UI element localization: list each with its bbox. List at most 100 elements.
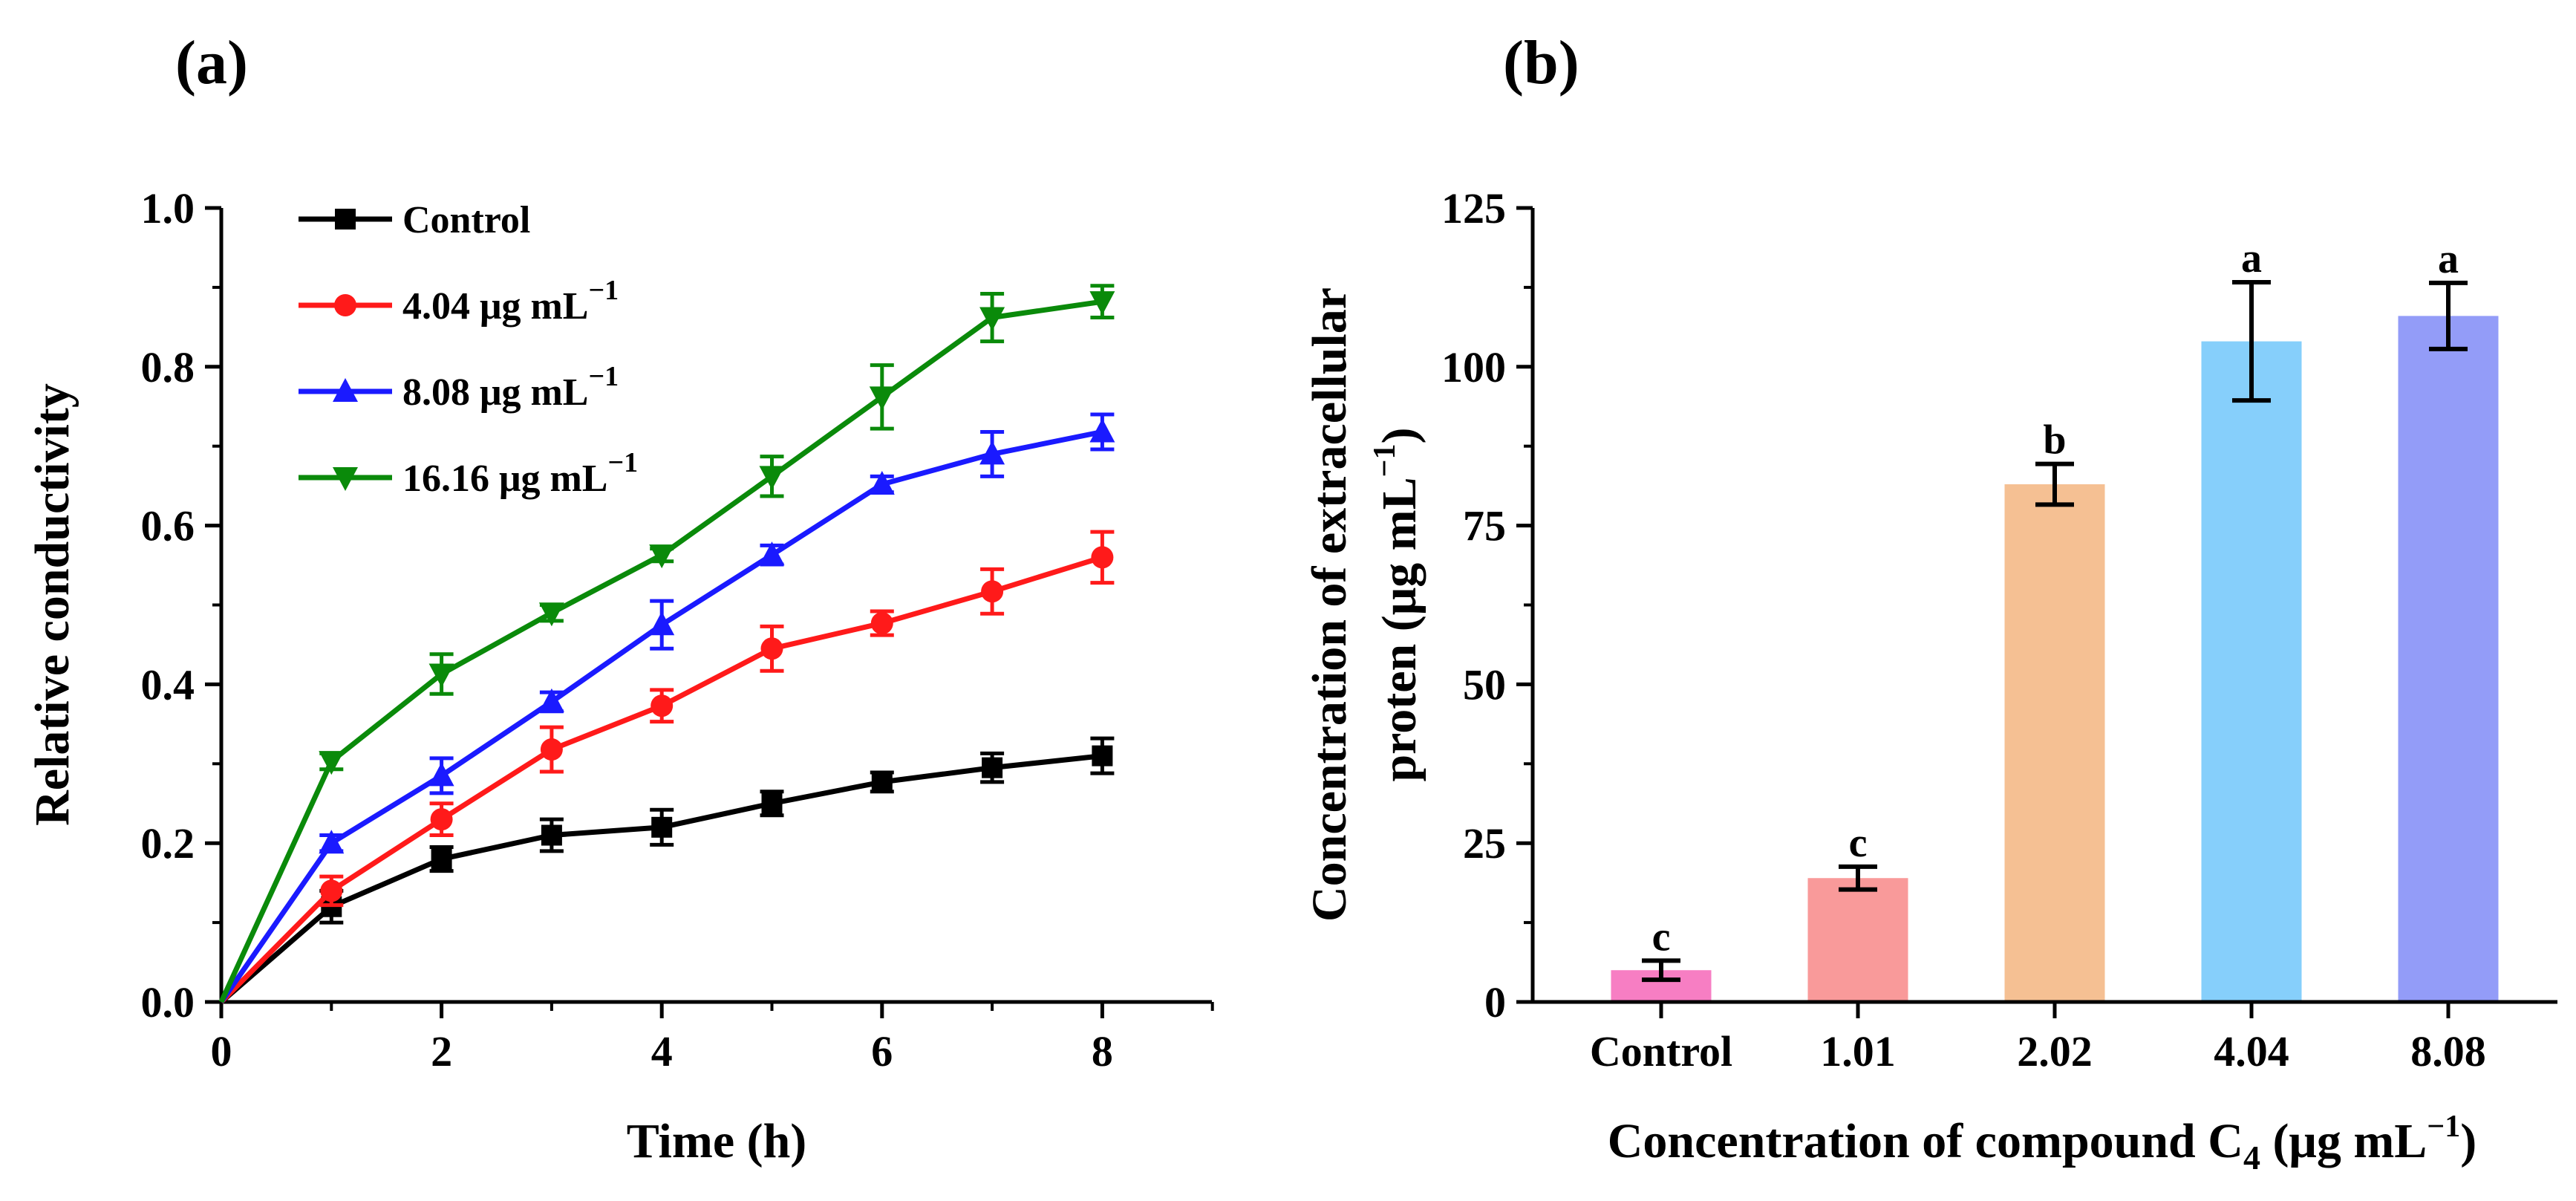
panel-b-y-title-line2-sup: −1 [1368,443,1402,477]
panel-a-y-ticks: 0.0 0.2 0.4 0.6 0.8 1.0 [141,184,221,1026]
data-point [759,541,785,566]
significance-label: c [1652,914,1671,960]
bar-group-0: c [1611,914,1712,1002]
y-tick-label: 25 [1463,819,1506,868]
data-point [538,602,564,627]
data-point [649,544,675,569]
bar [2398,316,2499,1002]
data-point [871,771,893,792]
data-point [431,848,452,870]
panel-a-series [218,284,1115,1004]
panel-b-x-title-post: ) [2460,1114,2476,1168]
data-point [870,612,893,635]
legend-label: Control [402,199,530,241]
legend-marker [334,294,356,316]
data-point [650,694,674,717]
data-point [319,830,345,854]
legend-item-2: 8.08 μg mL−1 [299,361,619,414]
panel-a: (a) 0 2 4 6 8 0.0 0.2 0.4 0.6 0.8 1.0 Time (h) Re… [25,28,1214,1168]
y-tick-label: 0.8 [141,343,195,391]
y-tick-label: 50 [1463,660,1506,709]
data-point [320,879,343,902]
data-point [538,688,564,712]
legend-label: 8.08 μg mL−1 [402,361,619,414]
legend-label-main: 4.04 μg mL [402,285,588,328]
y-tick-label: 125 [1441,184,1506,232]
legend-label-main: Control [402,199,530,241]
panel-a-x-ticks: 0 2 4 6 8 [211,1002,1214,1075]
y-tick-label: 1.0 [141,184,195,232]
x-tick-label: 0 [211,1027,232,1075]
panel-b-x-title-sub: 4 [2243,1139,2260,1176]
significance-label: a [2438,236,2459,282]
data-point [319,751,345,775]
bar [2201,341,2302,1002]
panel-b-x-title-pre: Concentration of compound C [1608,1114,2243,1168]
bar-group-4: a [2398,236,2499,1002]
y-tick-label: 0.2 [141,819,195,868]
x-tick-label: 8 [1092,1027,1113,1075]
x-tick-label: 1.01 [1820,1027,1896,1075]
x-tick-label: Control [1590,1027,1732,1075]
data-point [651,816,673,838]
data-point [430,808,453,831]
data-point [541,824,562,846]
legend-label-sup: −1 [607,447,638,478]
legend-marker [333,467,358,491]
panel-b-y-title-line1: Concentration of extracellular [1302,287,1357,922]
panel-a-y-title: Relative conductivity [25,383,79,826]
data-point [761,792,783,814]
data-point [1089,291,1115,316]
panel-b-y-title-line2: proten (μg mL−1) [1368,427,1426,781]
panel-b: (b) c c b a a 0 25 50 75 100 125 Control 1.01 2.02 4… [1302,28,2557,1176]
series-0 [219,736,1115,1004]
data-point [759,466,785,490]
x-tick-label: 8.08 [2410,1027,2486,1075]
legend-label: 16.16 μg mL−1 [402,447,638,500]
legend-label-main: 8.08 μg mL [402,371,588,414]
panel-b-y-ticks: 0 25 50 75 100 125 [1441,184,1533,1026]
data-point [1092,745,1113,767]
bar [1807,878,1908,1002]
legend-item-3: 16.16 μg mL−1 [299,447,638,500]
legend-label-main: 16.16 μg mL [402,458,607,500]
data-point [869,386,895,411]
legend-label-sup: −1 [588,361,619,392]
panel-b-x-title-mid: (μg mL [2260,1114,2427,1168]
data-point [540,738,563,761]
bar [2004,484,2105,1002]
panel-b-y-title: Concentration of extracellular proten (μ… [1302,287,1426,922]
series-1 [219,530,1115,1004]
bar-group-3: a [2201,235,2302,1002]
panel-b-y-title-line2-post: ) [1372,427,1426,443]
panel-b-x-title-sup: −1 [2427,1110,2460,1144]
data-point [979,307,1005,331]
x-tick-label: 6 [871,1027,893,1075]
data-point [428,663,454,688]
panel-a-label: (a) [175,28,248,97]
significance-label: a [2241,235,2262,281]
significance-label: b [2043,417,2066,463]
data-point [979,440,1005,465]
x-tick-label: 2.02 [2017,1027,2093,1075]
panel-b-bars: c c b a a [1611,235,2499,1002]
y-tick-label: 0 [1484,978,1506,1026]
legend-label: 4.04 μg mL−1 [402,275,619,328]
bar-group-1: c [1807,820,1908,1002]
bar-group-2: b [2004,417,2105,1002]
legend-marker [333,378,358,402]
panel-b-label: (b) [1503,28,1579,97]
legend-marker [335,209,356,230]
y-tick-label: 0.4 [141,660,195,709]
data-point [982,757,1003,778]
panel-b-y-title-line2-pre: proten (μg mL [1372,477,1426,781]
panel-a-x-title: Time (h) [627,1114,807,1168]
series-3 [218,284,1115,1003]
data-point [1091,546,1114,569]
legend-item-0: Control [299,199,530,241]
y-tick-label: 0.0 [141,978,195,1026]
data-point [649,611,675,636]
data-point [760,637,783,660]
